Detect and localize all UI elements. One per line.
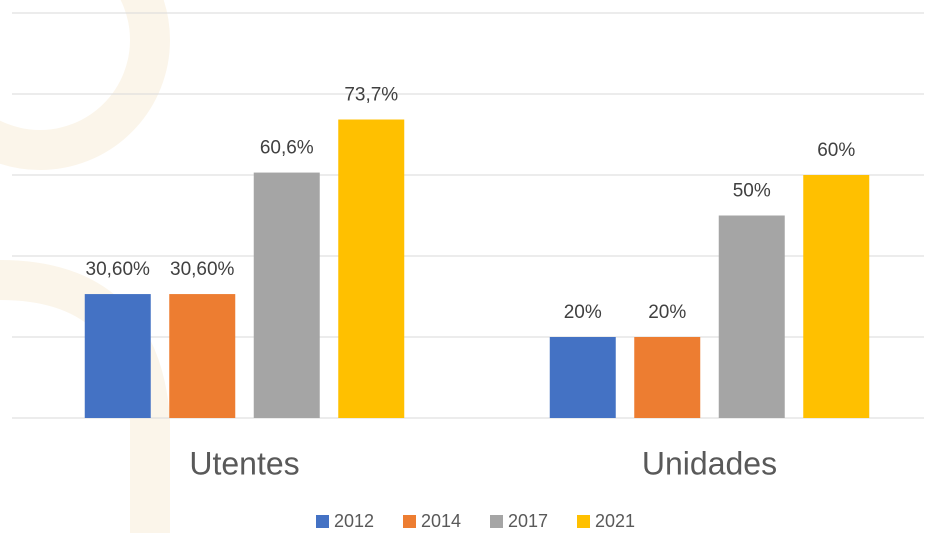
data-label: 30,60% (170, 259, 235, 280)
data-label: 50% (733, 181, 771, 202)
bar (634, 337, 701, 418)
bar (803, 175, 870, 418)
bar (84, 294, 151, 418)
legend-swatch (490, 515, 503, 528)
bar (718, 215, 785, 418)
data-label: 60,6% (260, 138, 314, 159)
legend-swatch (316, 515, 329, 528)
bar (169, 294, 236, 418)
legend-label: 2017 (508, 511, 548, 531)
bar (338, 119, 405, 418)
x-tick-label: Unidades (642, 445, 777, 481)
data-label: 20% (648, 302, 686, 323)
data-label: 60% (817, 140, 855, 161)
legend-swatch (577, 515, 590, 528)
bar (549, 337, 616, 418)
data-label: 30,60% (86, 259, 151, 280)
legend-label: 2012 (334, 511, 374, 531)
data-label: 73,7% (344, 85, 398, 106)
bar (253, 172, 320, 418)
data-label: 20% (564, 302, 602, 323)
legend-label: 2021 (595, 511, 635, 531)
legend-label: 2014 (421, 511, 461, 531)
x-tick-label: Utentes (189, 445, 299, 481)
legend-swatch (403, 515, 416, 528)
